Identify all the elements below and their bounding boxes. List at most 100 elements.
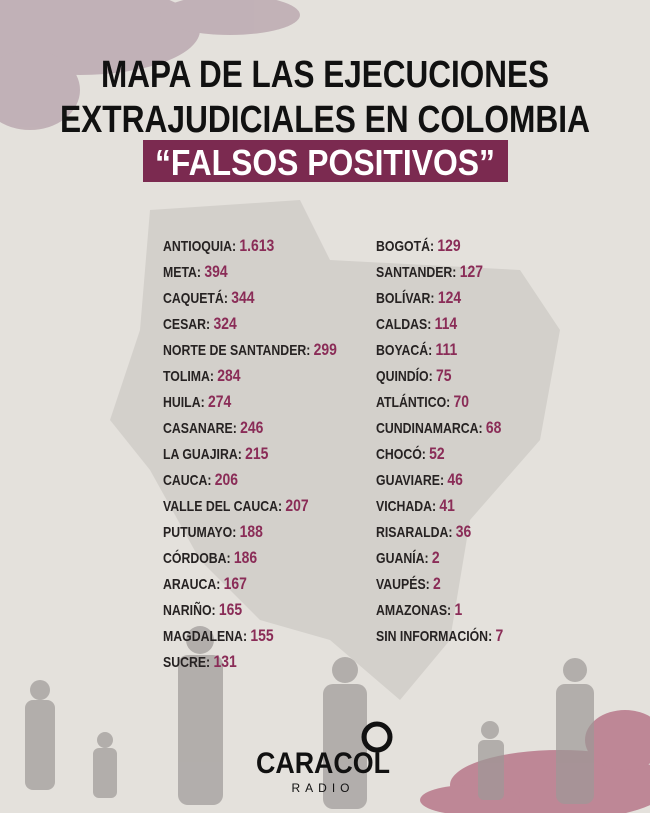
list-row: HUILA: 274 xyxy=(163,392,337,418)
region-count: 186 xyxy=(233,548,258,567)
list-row: AMAZONAS: 1 xyxy=(376,600,503,626)
list-row: PUTUMAYO: 188 xyxy=(163,522,337,548)
list-column: ANTIOQUIA: 1.613 META: 394 CAQUETÁ: 344 CESAR:… xyxy=(163,236,375,678)
logo-name: CARACOL xyxy=(256,747,390,780)
region-name: NARIÑO: xyxy=(163,602,216,619)
region-name: ATLÁNTICO: xyxy=(376,394,451,411)
list-row: GUAVIARE: 46 xyxy=(376,470,503,496)
list-row: CAUCA: 206 xyxy=(163,470,337,496)
region-count: 36 xyxy=(455,522,472,541)
region-count: 1 xyxy=(454,600,463,619)
title-line: MAPA DE LAS EJECUCIONES xyxy=(101,54,549,96)
region-name: NORTE DE SANTANDER: xyxy=(163,342,311,359)
region-name: BOYACÁ: xyxy=(376,342,433,359)
region-name: VALLE DEL CAUCA: xyxy=(163,498,283,515)
map-shape xyxy=(110,200,560,700)
subtitle: “FALSOS POSITIVOS” xyxy=(155,142,495,183)
paint-splash xyxy=(420,710,650,813)
list-row: RISARALDA: 36 xyxy=(376,522,503,548)
region-name: SANTANDER: xyxy=(376,264,457,281)
region-name: QUINDÍO: xyxy=(376,368,433,385)
list-row: VICHADA: 41 xyxy=(376,496,503,522)
list-row: META: 394 xyxy=(163,262,337,288)
region-name: CALDAS: xyxy=(376,316,432,333)
list-row: BOYACÁ: 111 xyxy=(376,340,503,366)
region-name: MAGDALENA: xyxy=(163,628,248,645)
region-count: 131 xyxy=(213,652,237,671)
list-row: ANTIOQUIA: 1.613 xyxy=(163,236,337,262)
region-name: CAUCA: xyxy=(163,472,212,489)
region-name: CESAR: xyxy=(163,316,211,333)
region-name: GUAVIARE: xyxy=(376,472,445,489)
region-count: 165 xyxy=(218,600,243,619)
region-name: CAQUETÁ: xyxy=(163,290,228,307)
region-count: 2 xyxy=(431,548,440,567)
region-count: 155 xyxy=(250,626,274,645)
silhouettes xyxy=(25,626,594,809)
region-count: 246 xyxy=(240,418,264,437)
region-count: 394 xyxy=(204,262,228,281)
region-count: 46 xyxy=(447,470,463,489)
list-row: CHOCÓ: 52 xyxy=(376,444,503,470)
list-row: QUINDÍO: 75 xyxy=(376,366,503,392)
list-row: CASANARE: 246 xyxy=(163,418,337,444)
list-row: CÓRDOBA: 186 xyxy=(163,548,337,574)
region-count: 111 xyxy=(435,340,458,359)
region-count: 167 xyxy=(223,574,247,593)
region-count: 2 xyxy=(433,574,441,593)
region-count: 129 xyxy=(437,236,461,255)
region-name: PUTUMAYO: xyxy=(163,524,237,541)
region-name: VAUPÉS: xyxy=(376,576,430,593)
region-count: 68 xyxy=(485,418,502,437)
region-count: 70 xyxy=(453,392,470,411)
list-row: GUANÍA: 2 xyxy=(376,548,503,574)
region-count: 52 xyxy=(429,444,445,463)
subtitle-box xyxy=(143,140,508,182)
region-count: 274 xyxy=(207,392,232,411)
region-count: 299 xyxy=(313,340,337,359)
region-name: LA GUAJIRA: xyxy=(163,446,242,463)
paint-splash xyxy=(0,0,300,130)
list-row: NARIÑO: 165 xyxy=(163,600,337,626)
list-row: ATLÁNTICO: 70 xyxy=(376,392,503,418)
region-count: 206 xyxy=(214,470,239,489)
list-row: MAGDALENA: 155 xyxy=(163,626,337,652)
region-name: CÓRDOBA: xyxy=(163,550,231,567)
region-count: 207 xyxy=(285,496,309,515)
list-row: CAQUETÁ: 344 xyxy=(163,288,337,314)
logo-ring xyxy=(361,721,393,753)
region-name: VICHADA: xyxy=(376,498,437,515)
list-row: ARAUCA: 167 xyxy=(163,574,337,600)
list-row: BOGOTÁ: 129 xyxy=(376,236,503,262)
region-count: 127 xyxy=(459,262,483,281)
region-name: GUANÍA: xyxy=(376,550,429,567)
title-line: EXTRAJUDICIALES EN COLOMBIA xyxy=(60,99,590,141)
list-row: CALDAS: 114 xyxy=(376,314,503,340)
region-count: 215 xyxy=(245,444,269,463)
list-row: SIN INFORMACIÓN: 7 xyxy=(376,626,503,652)
region-count: 41 xyxy=(439,496,455,515)
list-row: TOLIMA: 284 xyxy=(163,366,337,392)
region-name: META: xyxy=(163,264,202,281)
region-name: CHOCÓ: xyxy=(376,446,426,463)
region-count: 7 xyxy=(495,626,504,645)
region-name: SUCRE: xyxy=(163,654,211,671)
region-name: BOGOTÁ: xyxy=(376,238,435,255)
region-count: 284 xyxy=(217,366,241,385)
region-name: HUILA: xyxy=(163,394,205,411)
list-row: NORTE DE SANTANDER: 299 xyxy=(163,340,337,366)
list-row: SUCRE: 131 xyxy=(163,652,337,678)
region-name: ARAUCA: xyxy=(163,576,221,593)
region-name: CASANARE: xyxy=(163,420,237,437)
list-row: LA GUAJIRA: 215 xyxy=(163,444,337,470)
region-count: 344 xyxy=(231,288,255,307)
region-name: ANTIOQUIA: xyxy=(163,238,237,255)
region-count: 75 xyxy=(436,366,452,385)
list-row: BOLÍVAR: 124 xyxy=(376,288,503,314)
region-count: 1.613 xyxy=(239,236,275,255)
list-row: SANTANDER: 127 xyxy=(376,262,503,288)
region-count: 114 xyxy=(434,314,458,333)
region-name: TOLIMA: xyxy=(163,368,215,385)
